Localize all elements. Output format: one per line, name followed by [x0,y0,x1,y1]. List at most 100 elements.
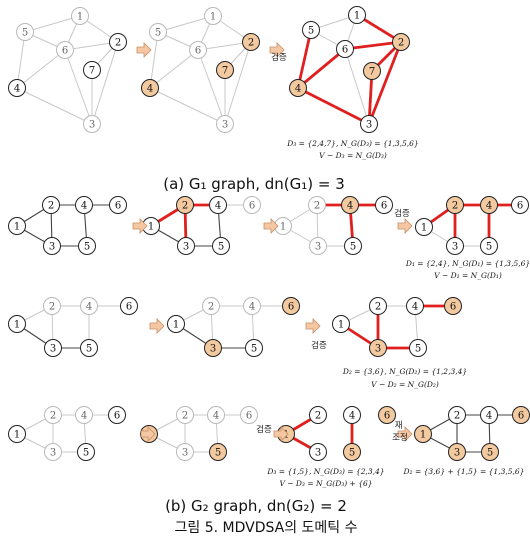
graph-a2-nodes: 1 2 3 4 5 6 7 [141,7,260,133]
graph-b2a-nodes: 1 2 3 4 5 6 [8,297,138,357]
vertex-2 [448,406,466,424]
formula-b3-line2: V − D₃ = N_G(D₃) + {6} [279,479,372,488]
edge-2-3 [91,41,119,125]
vertex-label-6: 6 [115,201,121,212]
vertex-label-6: 6 [288,302,294,313]
edge-6-3 [344,48,370,125]
edge-5-4 [149,31,159,89]
vertex-label-2: 2 [208,302,214,313]
graph-b3d-edges [422,414,521,453]
vertex-5 [209,443,227,461]
vertex-label-5: 5 [218,242,224,253]
vertex-label-6: 6 [518,411,524,422]
vertex-label-4: 4 [215,201,221,212]
graph-b1d-edges [423,203,520,247]
vertex-label-5: 5 [155,28,161,39]
formula-a-line1: D₃ = {2,4,7}, N_G(D₃) = {1,3,5,6} [286,139,418,148]
vertex-label-2: 2 [398,38,404,49]
vertex-3 [448,443,466,461]
vertex-label-3: 3 [315,448,321,459]
vertex-1 [414,425,432,443]
vertex-label-1: 1 [420,430,426,441]
graph-a3-nodes: 1 2 3 4 5 6 7 [289,6,410,133]
vertex-5 [149,23,167,41]
vertex-6 [511,196,529,214]
vertex-3 [360,115,378,133]
vertex-label-6: 6 [517,201,523,212]
vertex-6 [108,406,126,424]
verify-label-b3: 검증 [256,424,272,435]
vertex-label-4: 4 [412,302,418,313]
vertex-6 [109,196,127,214]
vertex-label-2: 2 [115,38,121,49]
vertex-1 [8,425,26,443]
vertex-label-6: 6 [450,302,456,313]
vertex-1 [8,217,26,235]
vertex-label-4: 4 [249,302,255,313]
formula-b1-line1: D₁ = {2,4}, N_G(D₁) = {1,3,5,6} [405,259,530,268]
node-layer: 1234567123456712345671234561234561234561… [8,6,530,461]
edge-6-3 [64,49,93,125]
vertex-1 [71,7,89,25]
vertex-4 [141,79,159,97]
vertex-label-2: 2 [182,201,188,212]
vertex-label-2: 2 [182,411,188,422]
vertex-4 [341,196,359,214]
vertex-label-1: 1 [354,11,360,22]
vertex-label-3: 3 [375,344,381,355]
vertex-2 [44,406,62,424]
edge-4-3 [149,87,226,125]
verify-label-a: 검증 [271,52,287,63]
vertex-label-6: 6 [249,201,255,212]
vertex-label-3: 3 [366,120,372,131]
vertex-4 [480,406,498,424]
formula-a-line2: V − D₃ = N_G(D₃) [319,151,387,160]
vertex-label-6: 6 [384,411,390,422]
vertex-3 [44,443,62,461]
vertex-3 [309,443,327,461]
vertex-label-5: 5 [486,242,492,253]
vertex-label-1: 1 [173,320,179,331]
step-arrow-icon [397,426,413,442]
vertex-4 [480,196,498,214]
edge-2-3 [224,41,252,125]
vertex-6 [56,41,74,59]
vertex-5 [212,237,230,255]
figure-caption: 그림 5. MDVDSA의 도메틱 수 [174,520,357,536]
formula-b2-line1: D₂ = {3,6}, N_G(D₂) = {1,2,3,4} [342,367,467,376]
step-arrow-icon [149,318,165,334]
vertex-label-6: 6 [342,45,348,56]
edge-6-2 [344,40,402,51]
vertex-3 [176,443,194,461]
graph-b1a-edges [16,204,118,247]
edge-2-3 [367,41,403,125]
vertex-1 [332,315,350,333]
graph-b2b-edges [175,305,291,349]
vertex-3 [204,339,222,357]
vertex-4 [75,406,93,424]
vertex-1 [348,6,366,24]
edge-layer [16,13,521,454]
step-arrow-icon [136,42,152,58]
vertex-label-3: 3 [454,448,460,459]
vertex-label-3: 3 [49,242,55,253]
vertex-4 [8,79,26,97]
vertex-7 [83,61,101,79]
vertex-2 [202,297,220,315]
vertex-label-2: 2 [454,411,460,422]
vertex-label-5: 5 [84,242,90,253]
vertex-label-5: 5 [251,344,257,355]
vertex-3 [216,115,234,133]
vertex-label-7: 7 [369,67,375,78]
vertex-label-6: 6 [246,411,252,422]
vertex-6 [189,41,207,59]
vertex-7 [216,61,234,79]
graph-b1b-nodes: 1 2 3 4 5 6 [142,196,261,255]
vertex-4 [343,406,361,424]
vertex-5 [481,443,499,461]
vertex-label-5: 5 [350,242,356,253]
step-arrow-layer [132,42,413,442]
vertex-3 [446,237,464,255]
step-arrow-icon [397,218,413,234]
